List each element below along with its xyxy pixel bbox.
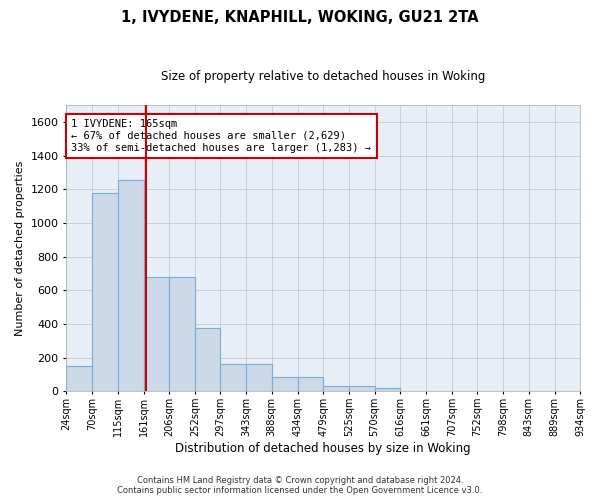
Bar [92, 194, 118, 392]
Bar [247, 364, 272, 392]
Bar [323, 386, 349, 392]
Bar [169, 277, 195, 392]
Bar [298, 377, 323, 392]
Bar [67, 366, 92, 392]
Bar [374, 388, 400, 392]
Bar [143, 277, 169, 392]
Text: Contains HM Land Registry data © Crown copyright and database right 2024.
Contai: Contains HM Land Registry data © Crown c… [118, 476, 482, 495]
Text: 1 IVYDENE: 165sqm
← 67% of detached houses are smaller (2,629)
33% of semi-detac: 1 IVYDENE: 165sqm ← 67% of detached hous… [71, 120, 371, 152]
Text: 1, IVYDENE, KNAPHILL, WOKING, GU21 2TA: 1, IVYDENE, KNAPHILL, WOKING, GU21 2TA [121, 10, 479, 25]
Bar [118, 180, 143, 392]
Bar [195, 328, 220, 392]
Bar [220, 364, 247, 392]
Bar [349, 386, 374, 392]
Title: Size of property relative to detached houses in Woking: Size of property relative to detached ho… [161, 70, 485, 83]
Y-axis label: Number of detached properties: Number of detached properties [15, 160, 25, 336]
Bar [272, 377, 298, 392]
X-axis label: Distribution of detached houses by size in Woking: Distribution of detached houses by size … [175, 442, 471, 455]
